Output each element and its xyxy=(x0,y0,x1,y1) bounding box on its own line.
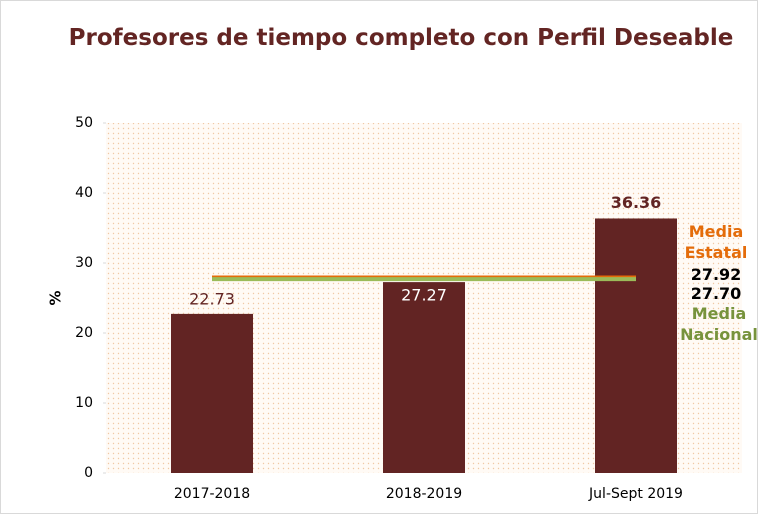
data-label: 36.36 xyxy=(611,193,662,212)
y-tick-label: 20 xyxy=(75,325,93,341)
y-tick-label: 40 xyxy=(75,185,93,201)
data-label: 27.27 xyxy=(401,286,447,305)
reference-name: Media Nacional xyxy=(680,304,758,344)
x-tick-label: 2017-2018 xyxy=(174,486,250,502)
y-tick-label: 50 xyxy=(75,115,93,131)
data-label: 22.73 xyxy=(189,289,235,308)
y-tick-label: 0 xyxy=(84,465,93,481)
bar xyxy=(171,313,253,473)
reference-name: Media Estatal xyxy=(684,222,748,262)
chart-title: Profesores de tiempo completo con Perfil… xyxy=(68,25,734,51)
y-tick-label: 10 xyxy=(75,395,93,411)
x-tick-label: 2018-2019 xyxy=(386,486,462,502)
bar xyxy=(383,282,465,473)
x-tick-label: Jul-Sept 2019 xyxy=(588,486,683,502)
y-axis-label: % xyxy=(47,290,65,305)
reference-value: 27.92 xyxy=(690,265,742,284)
reference-value: 27.70 xyxy=(690,284,742,303)
bar xyxy=(595,218,677,473)
y-tick-label: 30 xyxy=(75,255,93,271)
